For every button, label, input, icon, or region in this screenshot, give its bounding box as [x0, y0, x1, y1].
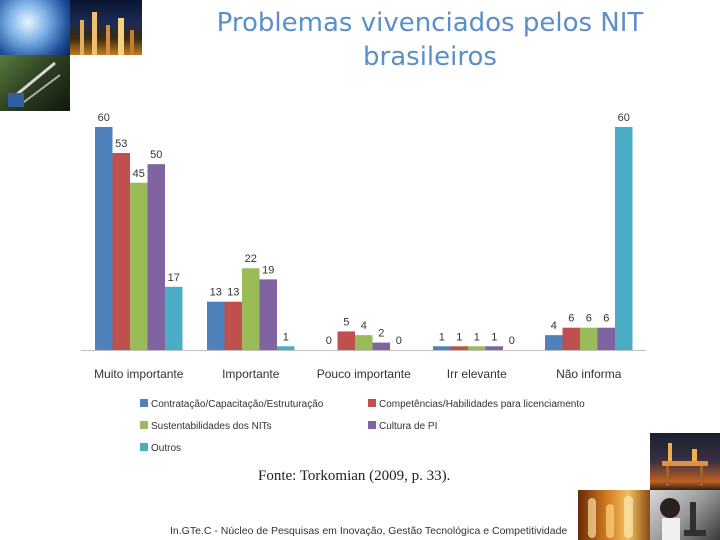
- bar-3-3: [485, 346, 503, 350]
- microscope-icon: [660, 498, 706, 540]
- bar-1-2: [242, 268, 260, 350]
- legend-label: Contratação/Capacitação/Estruturação: [151, 399, 324, 410]
- bar-4-4: [615, 127, 633, 350]
- bar-0-4: [165, 286, 183, 350]
- data-label: 60: [98, 112, 110, 124]
- photo-researcher-microscope: [650, 490, 720, 540]
- data-label: 0: [326, 335, 332, 347]
- data-label: 2: [378, 328, 384, 340]
- legend-label: Competências/Habilidades para licenciame…: [379, 399, 585, 410]
- source-citation: Fonte: Torkomian (2009, p. 33).: [258, 468, 451, 484]
- legend-swatch: [368, 399, 376, 407]
- data-label: 4: [361, 320, 367, 332]
- legend-swatch: [368, 421, 376, 429]
- data-label: 13: [210, 287, 222, 299]
- footer-text: In.GTe.C - Núcleo de Pesquisas em Inovaç…: [170, 525, 568, 537]
- bar-0-1: [112, 153, 130, 350]
- data-label: 0: [396, 335, 402, 347]
- data-label: 60: [618, 112, 630, 124]
- data-label: 1: [439, 331, 445, 343]
- data-label: 0: [509, 335, 515, 347]
- bar-1-4: [277, 346, 295, 350]
- data-label: 17: [168, 272, 180, 284]
- refinery-icon: [80, 12, 134, 55]
- bar-2-3: [372, 342, 390, 350]
- category-label: Irr elevante: [447, 367, 507, 381]
- photo-lab-equipment: [0, 55, 70, 111]
- photo-refinery-night: [70, 0, 142, 55]
- data-label: 1: [474, 331, 480, 343]
- bar-4-0: [545, 335, 563, 350]
- data-label: 50: [150, 149, 162, 161]
- legend-swatch: [140, 399, 148, 407]
- bar-1-3: [259, 279, 277, 350]
- data-label: 6: [568, 313, 574, 325]
- data-label: 53: [115, 138, 127, 150]
- oil-platform-icon: [662, 443, 708, 486]
- data-label: 6: [603, 313, 609, 325]
- legend-label: Cultura de PI: [379, 421, 437, 432]
- legend-label: Sustentabilidades dos NITs: [151, 421, 272, 432]
- bar-0-3: [147, 164, 165, 350]
- data-label: 19: [262, 264, 274, 276]
- legend-swatch: [140, 443, 148, 451]
- title-line-1: Problemas vivenciados pelos NIT: [216, 8, 644, 38]
- data-label: 4: [551, 320, 557, 332]
- data-label: 1: [283, 331, 289, 343]
- data-label: 1: [491, 331, 497, 343]
- category-label: Não informa: [556, 367, 622, 381]
- test-tubes-icon: [588, 496, 633, 538]
- data-label: 45: [133, 168, 145, 180]
- bar-4-2: [580, 327, 598, 350]
- bar-1-0: [207, 301, 225, 350]
- bar-4-1: [562, 327, 580, 350]
- category-label: Pouco importante: [317, 367, 411, 381]
- bar-0-2: [130, 182, 148, 350]
- bar-2-1: [337, 331, 355, 350]
- photo-oil-platform: [650, 433, 720, 490]
- data-label: 6: [586, 313, 592, 325]
- data-label: 13: [227, 287, 239, 299]
- data-label: 22: [245, 253, 257, 265]
- slide-title: Problemas vivenciados pelos NIT brasilei…: [180, 6, 680, 74]
- bar-1-1: [224, 301, 242, 350]
- photo-lab-glassware: [578, 490, 650, 540]
- bar-3-0: [433, 346, 451, 350]
- title-line-2: brasileiros: [363, 42, 497, 72]
- bar-0-0: [95, 127, 113, 350]
- lab-tools-icon: [8, 61, 61, 107]
- photo-water-splash: [0, 0, 70, 55]
- legend-swatch: [140, 421, 148, 429]
- data-label: 5: [343, 316, 349, 328]
- category-label: Muito importante: [94, 367, 184, 381]
- bar-2-2: [355, 335, 373, 350]
- bar-3-1: [450, 346, 468, 350]
- legend-label: Outros: [151, 443, 181, 454]
- data-label: 1: [456, 331, 462, 343]
- bar-3-2: [468, 346, 486, 350]
- category-label: Importante: [222, 367, 280, 381]
- bar-4-3: [597, 327, 615, 350]
